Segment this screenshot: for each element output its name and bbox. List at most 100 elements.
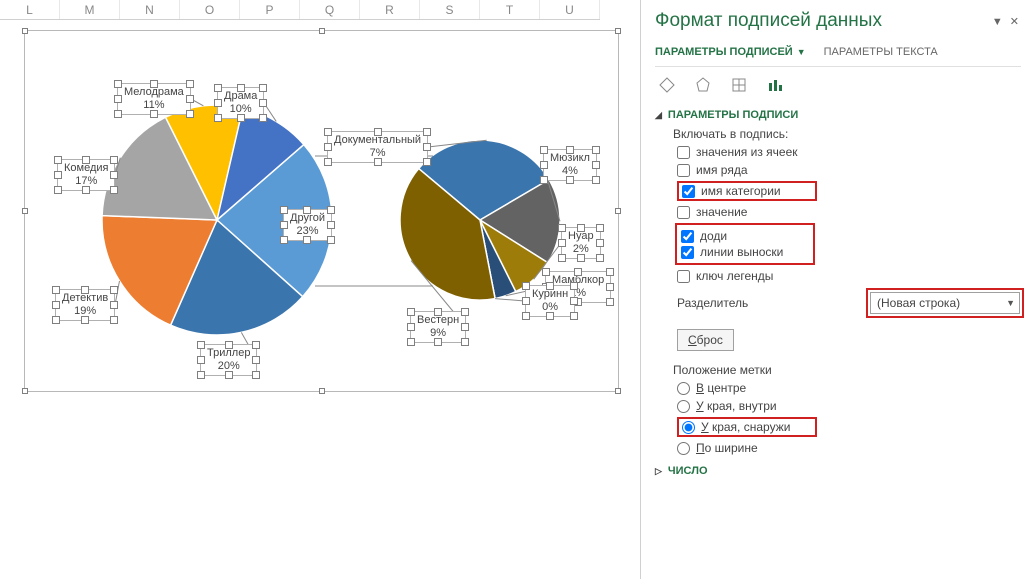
label-handle[interactable]	[150, 110, 158, 118]
label-handle[interactable]	[570, 312, 578, 320]
label-handle[interactable]	[407, 323, 415, 331]
label-handle[interactable]	[522, 297, 530, 305]
label-handle[interactable]	[214, 84, 222, 92]
label-handle[interactable]	[558, 224, 566, 232]
chart-area[interactable]: Другой23%Триллер20%Детектив19%Комедия17%…	[24, 30, 619, 392]
label-handle[interactable]	[540, 176, 548, 184]
check-category-name[interactable]	[682, 185, 695, 198]
col-header[interactable]: O	[180, 0, 240, 19]
data-label[interactable]: Куринн0%	[525, 285, 575, 317]
data-label[interactable]: Драма10%	[217, 87, 264, 119]
label-handle[interactable]	[52, 301, 60, 309]
label-handle[interactable]	[52, 316, 60, 324]
label-handle[interactable]	[197, 356, 205, 364]
label-handle[interactable]	[54, 186, 62, 194]
label-handle[interactable]	[81, 316, 89, 324]
label-handle[interactable]	[327, 206, 335, 214]
col-header[interactable]: M	[60, 0, 120, 19]
label-handle[interactable]	[54, 156, 62, 164]
label-handle[interactable]	[114, 95, 122, 103]
label-handle[interactable]	[606, 283, 614, 291]
label-handle[interactable]	[303, 236, 311, 244]
label-handle[interactable]	[237, 114, 245, 122]
col-header[interactable]: P	[240, 0, 300, 19]
data-label[interactable]: Нуар2%	[561, 227, 601, 259]
label-handle[interactable]	[150, 80, 158, 88]
label-handle[interactable]	[197, 341, 205, 349]
label-handle[interactable]	[214, 99, 222, 107]
resize-handle[interactable]	[22, 388, 28, 394]
label-handle[interactable]	[252, 356, 260, 364]
label-handle[interactable]	[461, 338, 469, 346]
label-handle[interactable]	[461, 323, 469, 331]
label-handle[interactable]	[522, 282, 530, 290]
label-handle[interactable]	[110, 186, 118, 194]
group-label-params[interactable]: ◢ ПАРАМЕТРЫ ПОДПИСИ	[655, 109, 1021, 121]
check-value[interactable]	[677, 206, 690, 219]
label-handle[interactable]	[52, 286, 60, 294]
label-handle[interactable]	[280, 236, 288, 244]
label-options-icon[interactable]	[765, 75, 785, 95]
label-handle[interactable]	[110, 301, 118, 309]
label-handle[interactable]	[82, 186, 90, 194]
separator-select[interactable]: (Новая строка) ▼	[870, 292, 1020, 314]
label-handle[interactable]	[606, 298, 614, 306]
label-handle[interactable]	[197, 371, 205, 379]
data-label[interactable]: Документальный7%	[327, 131, 428, 163]
label-handle[interactable]	[592, 176, 600, 184]
resize-handle[interactable]	[319, 28, 325, 34]
label-handle[interactable]	[577, 224, 585, 232]
label-handle[interactable]	[324, 128, 332, 136]
label-handle[interactable]	[110, 286, 118, 294]
resize-handle[interactable]	[615, 388, 621, 394]
col-header[interactable]: N	[120, 0, 180, 19]
label-handle[interactable]	[327, 236, 335, 244]
label-handle[interactable]	[574, 268, 582, 276]
label-handle[interactable]	[259, 99, 267, 107]
label-handle[interactable]	[259, 84, 267, 92]
label-handle[interactable]	[423, 143, 431, 151]
resize-handle[interactable]	[615, 208, 621, 214]
label-handle[interactable]	[540, 161, 548, 169]
label-handle[interactable]	[82, 156, 90, 164]
label-handle[interactable]	[596, 239, 604, 247]
label-handle[interactable]	[407, 308, 415, 316]
col-header[interactable]: L	[0, 0, 60, 19]
label-handle[interactable]	[570, 282, 578, 290]
label-handle[interactable]	[252, 341, 260, 349]
label-handle[interactable]	[110, 156, 118, 164]
label-handle[interactable]	[280, 221, 288, 229]
col-header[interactable]: U	[540, 0, 600, 19]
label-handle[interactable]	[324, 143, 332, 151]
check-legend-key[interactable]	[677, 270, 690, 283]
label-handle[interactable]	[606, 268, 614, 276]
close-icon[interactable]: ✕	[1010, 16, 1021, 28]
resize-handle[interactable]	[615, 28, 621, 34]
label-handle[interactable]	[542, 268, 550, 276]
radio-best-fit[interactable]	[677, 442, 690, 455]
resize-handle[interactable]	[22, 28, 28, 34]
label-handle[interactable]	[303, 206, 311, 214]
dropdown-icon[interactable]: ▼	[992, 16, 1005, 28]
label-handle[interactable]	[407, 338, 415, 346]
tab-text-options[interactable]: ПАРАМЕТРЫ ТЕКСТА	[824, 42, 938, 66]
data-label[interactable]: Мюзикл4%	[543, 149, 597, 181]
check-values-from-cells[interactable]	[677, 146, 690, 159]
check-leader-lines[interactable]	[681, 246, 694, 259]
data-label[interactable]: Вестерн9%	[410, 311, 466, 343]
label-handle[interactable]	[434, 308, 442, 316]
label-handle[interactable]	[546, 282, 554, 290]
tab-label-options[interactable]: ПАРАМЕТРЫ ПОДПИСЕЙ▼	[655, 42, 806, 66]
radio-inside-end[interactable]	[677, 400, 690, 413]
col-header[interactable]: Q	[300, 0, 360, 19]
group-number[interactable]: ▷ ЧИСЛО	[655, 465, 1021, 477]
label-handle[interactable]	[546, 312, 554, 320]
label-handle[interactable]	[570, 297, 578, 305]
radio-outside-end[interactable]	[682, 421, 695, 434]
resize-handle[interactable]	[319, 388, 325, 394]
check-percent[interactable]	[681, 230, 694, 243]
label-handle[interactable]	[237, 84, 245, 92]
label-handle[interactable]	[566, 176, 574, 184]
check-series-name[interactable]	[677, 164, 690, 177]
col-header[interactable]: S	[420, 0, 480, 19]
